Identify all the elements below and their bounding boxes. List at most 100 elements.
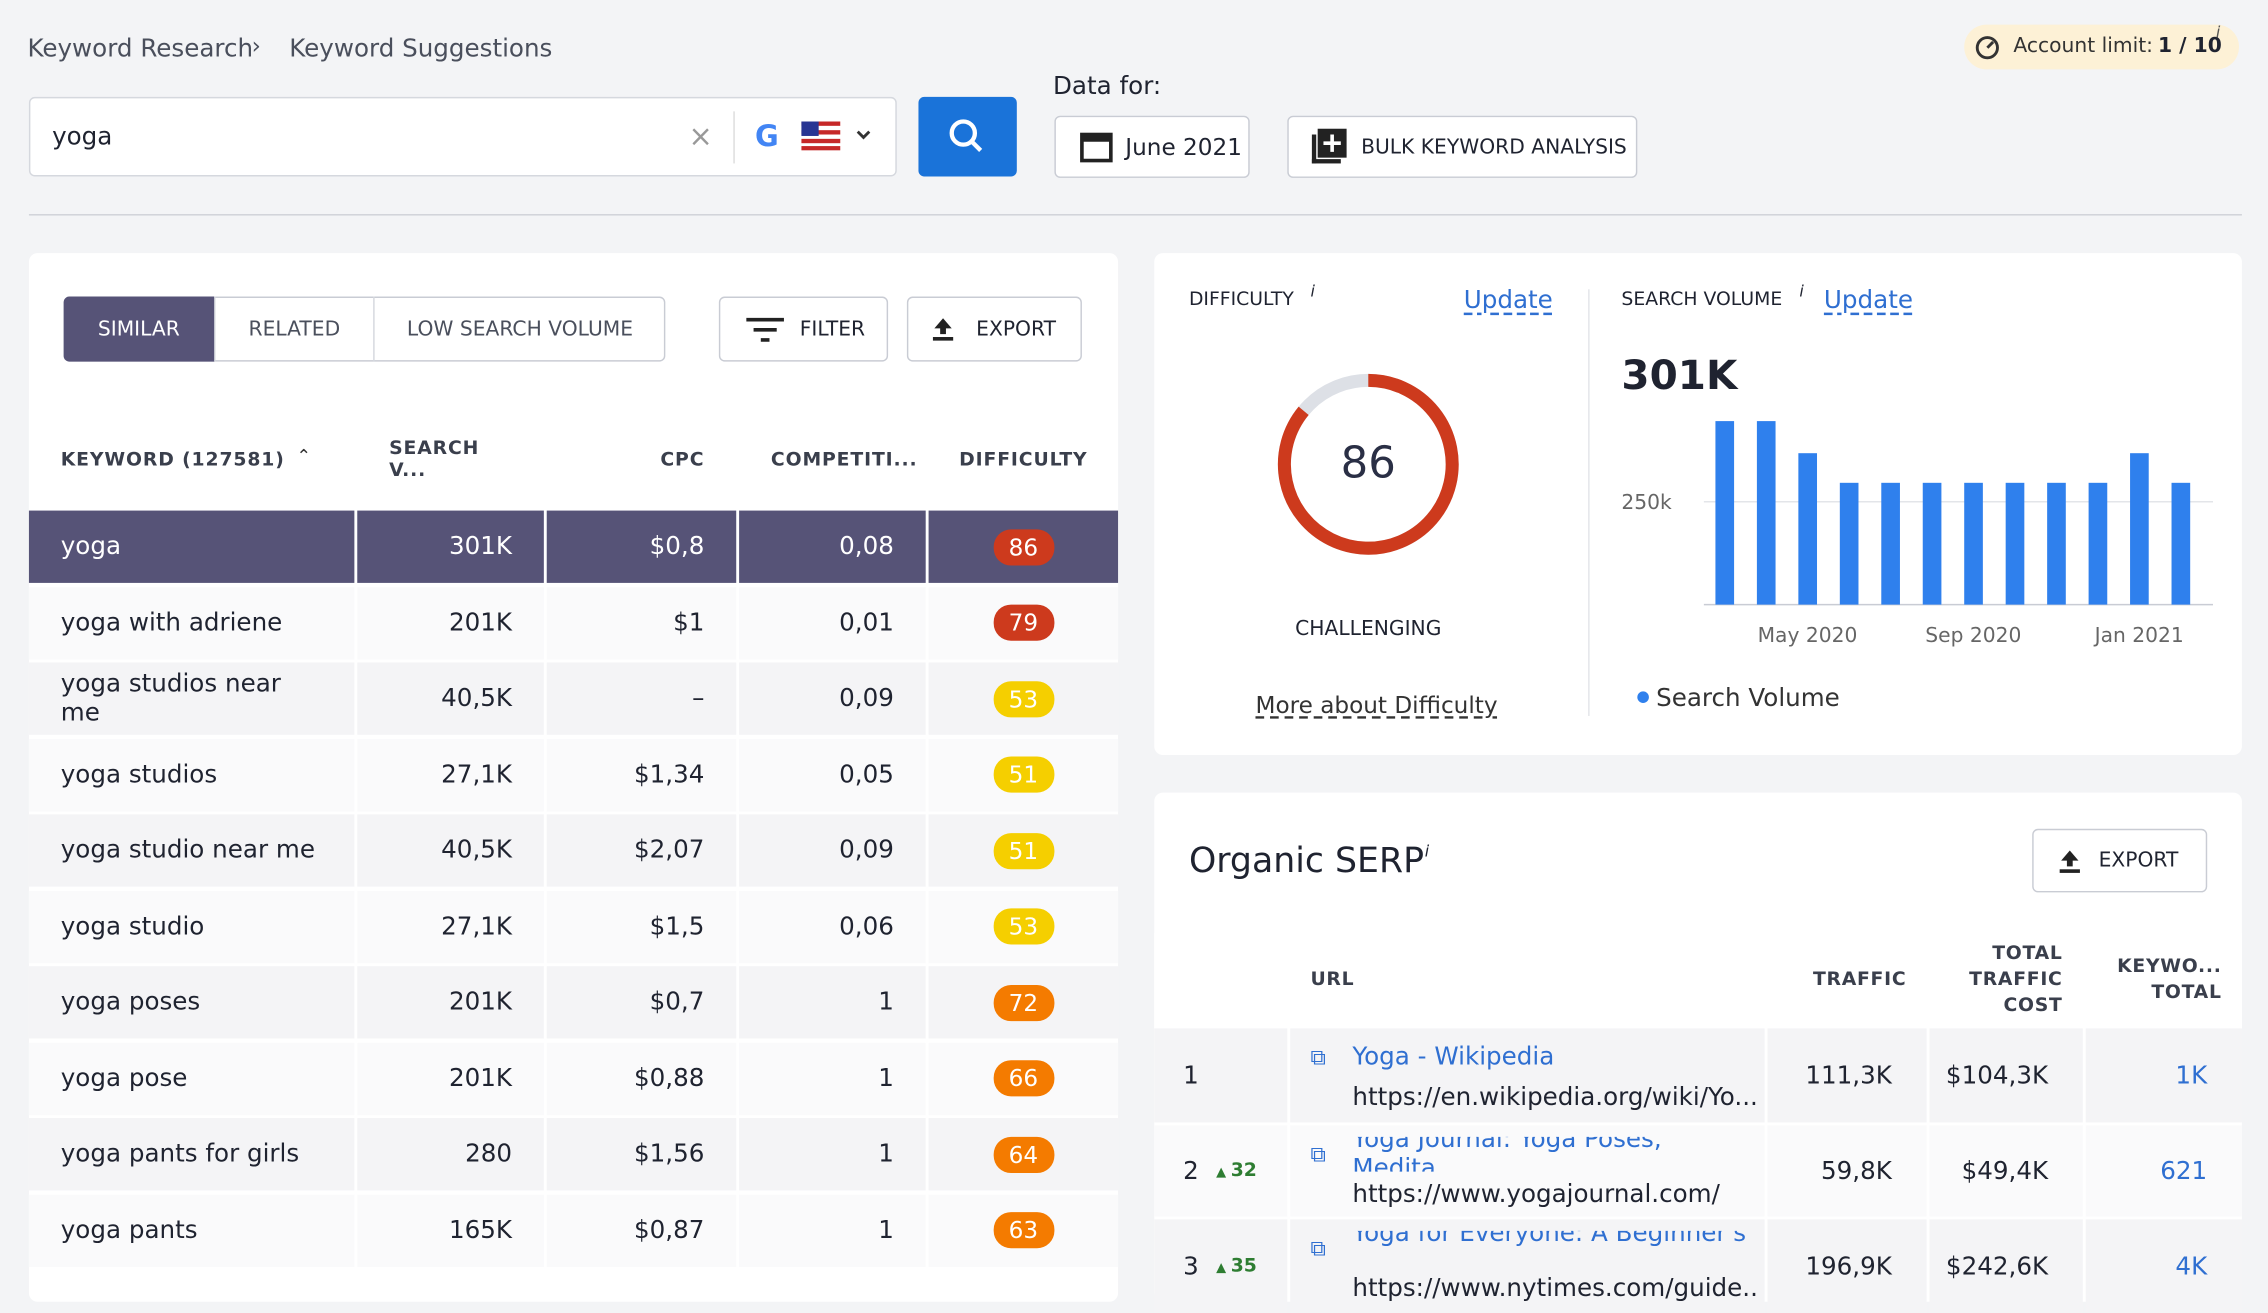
table-cell: 63 [928, 1194, 1119, 1267]
rank-change: ▲ 32 [1216, 1160, 1257, 1182]
legend-dot [1637, 691, 1649, 703]
table-cell: 27,1K [357, 890, 544, 963]
table-cell: 1 [739, 1042, 926, 1115]
table-cell[interactable]: 621 [2085, 1125, 2242, 1217]
update-link[interactable]: Update [1463, 286, 1553, 316]
result-url[interactable]: https://www.yogajournal.com/ [1352, 1180, 1720, 1210]
table-cell[interactable]: 4K [2085, 1219, 2242, 1313]
dropdown-icon[interactable] [855, 129, 872, 143]
upload-icon [932, 318, 954, 341]
tab[interactable]: RELATED [216, 296, 375, 362]
table-cell: 0,06 [739, 890, 926, 963]
table-cell: 0,01 [739, 586, 926, 659]
table-cell: 1 [739, 966, 926, 1039]
result-url[interactable]: https://en.wikipedia.org/wiki/Yo... [1352, 1083, 1758, 1113]
search-box[interactable] [28, 96, 897, 177]
table-cell[interactable]: yoga with adriene [28, 586, 355, 659]
external-link-icon: ⧉ [1310, 1141, 1326, 1168]
difficulty-badge: 51 [992, 832, 1054, 869]
filter-icon [746, 317, 784, 342]
x-tick-label: Jan 2021 [2093, 623, 2184, 647]
breadcrumb[interactable]: Keyword Research [27, 34, 254, 64]
gauge-icon [1975, 36, 1999, 60]
info: i [1310, 282, 1315, 301]
table-cell: 51 [928, 814, 1119, 887]
search-query[interactable]: yoga [52, 122, 113, 152]
external-link-icon: ⧉ [1310, 1044, 1326, 1071]
difficulty-gauge [1277, 373, 1459, 555]
table-cell: 301K [357, 510, 544, 583]
export-button[interactable]: EXPORT [906, 296, 1082, 362]
table-cell: 196,9K [1767, 1219, 1927, 1313]
table-cell [1290, 1219, 1765, 1313]
sort-icon: ⌃ [296, 445, 312, 466]
column-header [1154, 932, 1288, 1029]
table-cell: 280 [357, 1118, 544, 1191]
column-header[interactable]: SEARCH V... [357, 409, 544, 511]
table-cell[interactable]: yoga pants [28, 1194, 355, 1267]
search-button[interactable] [918, 96, 1017, 177]
google-icon[interactable]: G [755, 118, 779, 154]
filter-button[interactable]: FILTER [718, 296, 889, 362]
divider [1588, 289, 1590, 716]
difficulty-title: DIFFICULTY [1188, 289, 1294, 311]
breadcrumb[interactable]: Keyword Suggestions [289, 34, 553, 64]
table-cell[interactable]: yoga poses [28, 966, 355, 1039]
difficulty-score: 86 [1340, 438, 1396, 489]
more-link[interactable]: More about Difficulty [1255, 691, 1498, 719]
table-cell[interactable]: yoga studios [28, 738, 355, 811]
table-cell[interactable]: yoga studio near me [28, 814, 355, 887]
clear-icon[interactable]: × [688, 118, 713, 154]
tab[interactable]: SIMILAR [63, 296, 216, 362]
table-cell: 66 [928, 1042, 1119, 1115]
bar [1756, 421, 1776, 605]
bar [1922, 482, 1942, 605]
result-title[interactable]: Yoga Journal: Yoga Poses, Medita... [1352, 1136, 1662, 1172]
flag-icon[interactable] [801, 121, 841, 151]
column-header[interactable]: TOTAL TRAFFIC COST [1929, 932, 2083, 1029]
result-url[interactable]: https://www.nytimes.com/guide... [1352, 1274, 1758, 1304]
table-cell[interactable]: yoga pants for girls [28, 1118, 355, 1191]
table-cell: $2,07 [546, 814, 737, 887]
rank: 2 [1183, 1156, 1199, 1186]
table-cell: $0,88 [546, 1042, 737, 1115]
bar [1881, 482, 1900, 605]
external-link-icon: ⧉ [1310, 1235, 1326, 1262]
calendar-icon [1080, 132, 1113, 163]
update-link[interactable]: Update [1823, 286, 1913, 316]
date-button[interactable]: June 2021 [1054, 115, 1250, 178]
column-header[interactable]: KEYWORD (127581) [28, 409, 355, 511]
table-cell: 64 [928, 1118, 1119, 1191]
column-header[interactable]: TRAFFIC [1767, 932, 1927, 1029]
difficulty-badge: 86 [992, 528, 1054, 565]
y-tick-label: 250k [1621, 490, 1672, 514]
result-title[interactable]: Yoga - Wikipedia [1352, 1042, 1555, 1072]
serp-export-button[interactable]: EXPORT [2032, 828, 2208, 893]
table-cell[interactable]: 1K [2085, 1028, 2242, 1123]
rank: 1 [1183, 1060, 1199, 1090]
table-cell[interactable]: yoga [28, 510, 355, 583]
column-header[interactable]: DIFFICULTY [928, 409, 1119, 511]
bar [2088, 482, 2108, 605]
table-cell[interactable]: yoga pose [28, 1042, 355, 1115]
result-title[interactable]: Yoga for Everyone: A Beginner's ... [1352, 1230, 1747, 1266]
difficulty-level: CHALLENGING [1295, 617, 1442, 641]
divider [733, 111, 735, 164]
table-cell[interactable]: yoga studio [28, 890, 355, 963]
column-header[interactable]: KEYWO... TOTAL [2085, 932, 2242, 1029]
table-cell[interactable]: yoga studios near me [28, 662, 355, 735]
column-header[interactable]: CPC [546, 409, 737, 511]
table-cell: 0,09 [739, 662, 926, 735]
bulk-label: BULK KEYWORD ANALYSIS [1361, 135, 1627, 159]
account-pill [1964, 24, 2240, 70]
bar [2171, 482, 2191, 605]
table-cell: $0,7 [546, 966, 737, 1039]
column-header[interactable]: URL [1290, 932, 1765, 1029]
export-label: EXPORT [976, 317, 1056, 341]
column-header[interactable]: COMPETITI... [739, 409, 926, 511]
difficulty-badge: 79 [992, 604, 1054, 641]
tab[interactable]: LOW SEARCH VOLUME [406, 317, 634, 341]
upload-icon [2059, 850, 2080, 873]
x-tick-label: Sep 2020 [1925, 623, 2021, 647]
